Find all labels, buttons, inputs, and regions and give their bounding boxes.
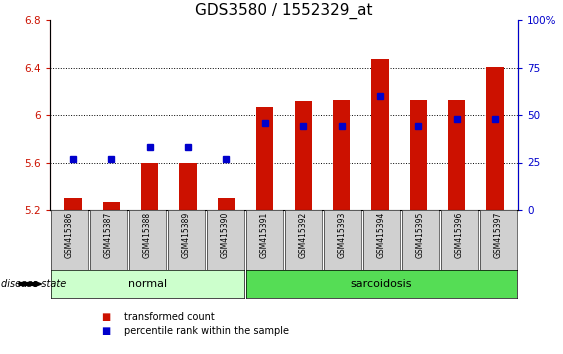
Text: GSM415395: GSM415395 (416, 212, 425, 258)
Bar (294, 101, 312, 210)
Text: sarcoidosis: sarcoidosis (351, 279, 412, 289)
Text: ■: ■ (101, 312, 110, 322)
Text: disease state: disease state (1, 279, 66, 289)
Bar (448, 99, 465, 210)
Bar (410, 99, 427, 210)
Text: percentile rank within the sample: percentile rank within the sample (124, 326, 289, 336)
Bar (371, 59, 388, 210)
Text: transformed count: transformed count (124, 312, 215, 322)
Bar (64, 198, 82, 210)
Bar (102, 202, 120, 210)
Text: GSM415388: GSM415388 (143, 212, 152, 258)
Text: GSM415390: GSM415390 (221, 212, 230, 258)
Text: GSM415394: GSM415394 (377, 212, 386, 258)
Text: GSM415391: GSM415391 (260, 212, 269, 258)
Bar (333, 99, 350, 210)
Text: GSM415386: GSM415386 (65, 212, 74, 258)
Bar (256, 107, 274, 210)
Title: GDS3580 / 1552329_at: GDS3580 / 1552329_at (195, 2, 373, 19)
Bar (218, 198, 235, 210)
Text: GSM415396: GSM415396 (455, 212, 464, 258)
Text: normal: normal (128, 279, 167, 289)
Text: GSM415387: GSM415387 (104, 212, 113, 258)
Text: ■: ■ (101, 326, 110, 336)
Bar (141, 162, 158, 210)
Bar (486, 68, 504, 210)
Text: GSM415389: GSM415389 (182, 212, 191, 258)
Text: GSM415392: GSM415392 (299, 212, 308, 258)
Text: GSM415397: GSM415397 (494, 212, 503, 258)
Bar (180, 162, 196, 210)
Text: GSM415393: GSM415393 (338, 212, 347, 258)
